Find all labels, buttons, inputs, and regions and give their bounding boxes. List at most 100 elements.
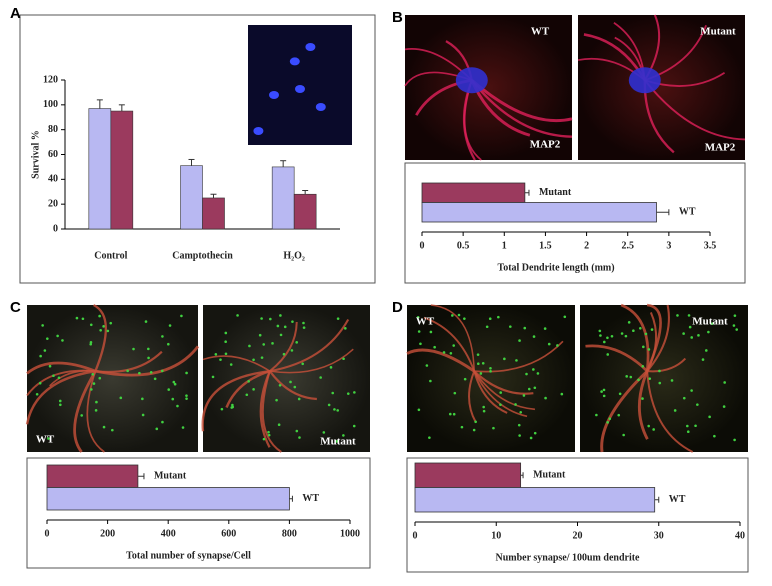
synapse-dot [472,428,476,432]
synapse-dot [509,325,512,328]
nucleus [455,67,488,94]
synapse-dot [185,394,188,397]
synapse-dot [302,321,305,325]
synapse-dot [476,362,480,365]
synapse-dot [460,425,464,429]
synapse-dot [620,332,624,335]
synapse-dot [252,358,255,362]
neurite [646,304,670,372]
synapse-dot [518,434,521,437]
neurite [473,370,508,414]
synapse-dot [602,394,606,398]
neurite [647,357,687,373]
x-tick-label: 400 [161,528,176,539]
synapse-dot [463,377,467,381]
synapse-dot [522,394,526,397]
synapse-dot [696,403,699,406]
x-tick-label: 2 [584,240,589,251]
x-tick-label: 3.5 [704,240,717,251]
neurite [269,318,350,373]
synapse-dot [697,334,700,337]
neurite [202,355,271,372]
synapse-dot [48,364,52,368]
synapse-dot [279,314,282,317]
y-tick-label: 60 [48,149,58,160]
neurite [201,369,270,432]
micrograph [25,303,200,453]
image-label: WT [36,434,55,446]
neurite [269,348,354,374]
category-label: Mutant [539,187,572,198]
synapse-dot [625,375,628,378]
synapse-dot [688,325,692,329]
synapse-dot [536,372,540,375]
synapse-dot [335,440,339,443]
synapse-dot [106,329,110,333]
bar [421,202,657,223]
synapse-dot [617,413,621,417]
synapse-dot [260,356,264,359]
error-bar [280,160,287,167]
x-tick-label: 0 [413,530,418,541]
synapse-dot [89,341,93,344]
synapse-dot [214,353,218,356]
synapse-dot [433,345,436,349]
micrograph-background [405,15,572,160]
synapse-dot [267,430,270,434]
synapse-dot [485,325,489,329]
x-axis-label: Total number of synapse/Cell [126,550,251,561]
synapse-dot [262,343,266,346]
synapse-dot [687,314,691,317]
neurite [645,303,662,372]
synapse-dot [167,342,170,346]
synapse-dot [533,386,537,390]
neurite [473,370,536,411]
x-tick-label: 200 [100,528,115,539]
synapse-dot [224,340,227,344]
synapse-dot [298,436,301,439]
synapse-dot [632,329,635,333]
x-tick-label: Camptothecin [172,250,233,261]
synapse-dot [220,407,224,411]
neurite [468,370,477,423]
synapse-dot [416,316,420,319]
synapse-dot [144,320,148,323]
synapse-dot [503,357,506,361]
synapse-dot [642,345,645,349]
synapse-dot [488,317,492,321]
image-label: WT [531,26,550,38]
synapse-dot [245,393,249,397]
synapse-dot [295,429,299,433]
synapse-dot [452,344,456,347]
synapse-dot [141,413,145,417]
error-bar [654,496,660,503]
synapse-dot [153,377,157,381]
synapse-dot [102,425,106,429]
synapse-dot [482,409,486,413]
synapse-dot [515,359,518,362]
synapse-dot [168,324,172,327]
category-label: WT [679,207,696,218]
synapse-dot [519,410,523,414]
synapse-dot [517,423,521,427]
synapse-dot [161,335,164,338]
neurite [86,370,105,453]
image-label: MAP2 [705,142,736,154]
synapse-dot [289,380,292,384]
synapse-dot [595,413,598,417]
category-label: WT [302,493,319,504]
x-tick-label: H₂O₂ [283,250,305,261]
synapse-dot [735,328,739,331]
synapse-dot [336,409,340,412]
synapse-dot [94,409,98,412]
synapse-dot [453,391,457,395]
neurite [430,304,475,372]
synapse-dot [185,397,188,400]
x-tick-label: 1000 [340,528,360,539]
synapse-dot [322,431,326,434]
synapse-dot [89,342,93,346]
synapse-dot [658,381,662,385]
synapse-dot [61,339,64,342]
synapse-dot [271,342,274,345]
synapse-dot [161,420,164,424]
